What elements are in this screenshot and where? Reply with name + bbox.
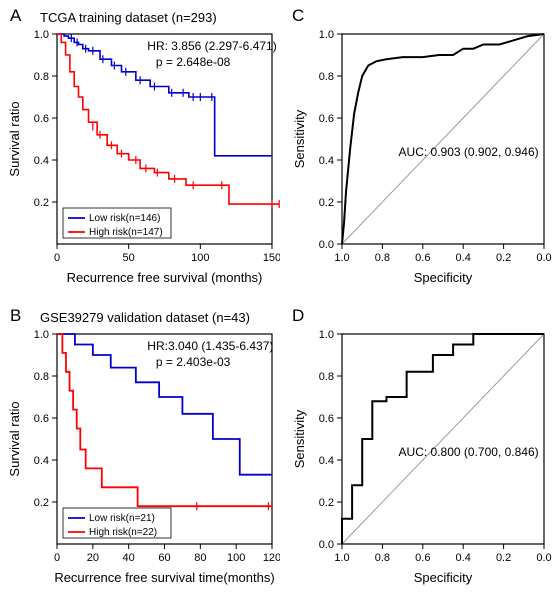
svg-text:0.8: 0.8 [319, 71, 334, 83]
svg-text:1.0: 1.0 [34, 329, 49, 341]
svg-text:p = 2.403e-03: p = 2.403e-03 [156, 355, 231, 369]
svg-text:0.6: 0.6 [319, 413, 334, 425]
svg-text:0.4: 0.4 [34, 155, 49, 167]
svg-text:AUC: 0.903 (0.902, 0.946): AUC: 0.903 (0.902, 0.946) [399, 145, 539, 159]
panel-d: 1.0 0.8 0.6 0.4 0.2 0.0 0.0 0.2 0.4 0.6 0.8 1.0 Spec… [290, 328, 552, 588]
svg-text:Specificity: Specificity [414, 570, 473, 585]
svg-text:Low risk(n=146): Low risk(n=146) [89, 213, 160, 224]
svg-text:HR: 3.856 (2.297-6.471): HR: 3.856 (2.297-6.471) [147, 39, 276, 53]
svg-text:Specificity: Specificity [414, 270, 473, 285]
svg-text:20: 20 [87, 552, 99, 564]
svg-text:0.4: 0.4 [319, 455, 334, 467]
svg-text:0.8: 0.8 [34, 371, 49, 383]
svg-text:0.0: 0.0 [319, 539, 334, 551]
panel-c-label: C [292, 6, 304, 26]
svg-text:80: 80 [194, 552, 206, 564]
svg-text:40: 40 [123, 552, 135, 564]
svg-text:150: 150 [263, 252, 280, 264]
svg-text:High risk(n=22): High risk(n=22) [89, 527, 157, 538]
svg-text:Survival ratio: Survival ratio [7, 401, 22, 476]
svg-text:Recurrence free survival (mont: Recurrence free survival (months) [67, 270, 263, 285]
svg-text:0.2: 0.2 [34, 497, 49, 509]
svg-text:1.0: 1.0 [319, 329, 334, 341]
svg-text:0.8: 0.8 [375, 552, 390, 564]
svg-text:0.8: 0.8 [34, 71, 49, 83]
svg-text:Sensitivity: Sensitivity [292, 109, 307, 168]
panel-a-svg: 0 50 100 150 0.2 0.4 0.6 0.8 1.0 Recurrence free … [5, 28, 280, 288]
svg-text:0.2: 0.2 [319, 197, 334, 209]
panel-d-svg: 1.0 0.8 0.6 0.4 0.2 0.0 0.0 0.2 0.4 0.6 0.8 1.0 Spec… [290, 328, 552, 588]
svg-text:1.0: 1.0 [319, 29, 334, 41]
svg-text:0.0: 0.0 [319, 239, 334, 251]
panel-c-svg: 1.0 0.8 0.6 0.4 0.2 0.0 0.0 0.2 0.4 0.6 0.8 1.0 Spec… [290, 28, 552, 288]
svg-text:0.2: 0.2 [319, 497, 334, 509]
svg-text:0.0: 0.0 [536, 252, 551, 264]
panel-b-label: B [10, 306, 21, 326]
svg-text:0.4: 0.4 [319, 155, 334, 167]
svg-text:100: 100 [191, 252, 209, 264]
svg-text:Sensitivity: Sensitivity [292, 409, 307, 468]
svg-text:Low risk(n=21): Low risk(n=21) [89, 513, 155, 524]
panel-b-svg: 0 20 40 60 80 100 120 0.2 0.4 0.6 0.8 1.0 Recurrence… [5, 328, 280, 588]
svg-text:p = 2.648e-08: p = 2.648e-08 [156, 55, 231, 69]
panel-a-title: TCGA training dataset (n=293) [40, 10, 217, 25]
svg-text:AUC: 0.800 (0.700, 0.846): AUC: 0.800 (0.700, 0.846) [399, 445, 539, 459]
svg-text:0.2: 0.2 [34, 197, 49, 209]
svg-text:1.0: 1.0 [334, 552, 349, 564]
svg-text:0.6: 0.6 [34, 413, 49, 425]
svg-text:0.8: 0.8 [319, 371, 334, 383]
svg-text:HR:3.040 (1.435-6.437): HR:3.040 (1.435-6.437) [147, 339, 273, 353]
svg-text:0: 0 [54, 552, 60, 564]
svg-text:0.8: 0.8 [375, 252, 390, 264]
svg-text:Survival ratio: Survival ratio [7, 101, 22, 176]
panel-b-title: GSE39279 validation dataset (n=43) [40, 310, 250, 325]
panel-c: 1.0 0.8 0.6 0.4 0.2 0.0 0.0 0.2 0.4 0.6 0.8 1.0 Spec… [290, 28, 552, 288]
svg-text:0.0: 0.0 [536, 552, 551, 564]
panel-b: 0 20 40 60 80 100 120 0.2 0.4 0.6 0.8 1.0 Recurrence… [5, 328, 280, 588]
svg-text:0: 0 [54, 252, 60, 264]
svg-text:0.4: 0.4 [34, 455, 49, 467]
panel-a: 0 50 100 150 0.2 0.4 0.6 0.8 1.0 Recurrence free … [5, 28, 280, 288]
svg-text:0.6: 0.6 [34, 113, 49, 125]
svg-text:100: 100 [227, 552, 245, 564]
svg-text:0.2: 0.2 [496, 252, 511, 264]
svg-text:1.0: 1.0 [34, 29, 49, 41]
panel-a-label: A [10, 6, 21, 26]
svg-text:0.4: 0.4 [456, 252, 471, 264]
svg-text:0.2: 0.2 [496, 552, 511, 564]
svg-text:0.4: 0.4 [456, 552, 471, 564]
svg-text:60: 60 [158, 552, 170, 564]
svg-text:120: 120 [263, 552, 280, 564]
svg-text:0.6: 0.6 [415, 552, 430, 564]
svg-text:50: 50 [123, 252, 135, 264]
svg-text:0.6: 0.6 [415, 252, 430, 264]
panel-d-label: D [292, 306, 304, 326]
svg-text:Recurrence free survival time(: Recurrence free survival time(months) [54, 570, 274, 585]
svg-text:1.0: 1.0 [334, 252, 349, 264]
svg-text:0.6: 0.6 [319, 113, 334, 125]
figure-root: A TCGA training dataset (n=293) 0 50 100 15… [0, 0, 557, 600]
svg-text:High risk(n=147): High risk(n=147) [89, 227, 163, 238]
